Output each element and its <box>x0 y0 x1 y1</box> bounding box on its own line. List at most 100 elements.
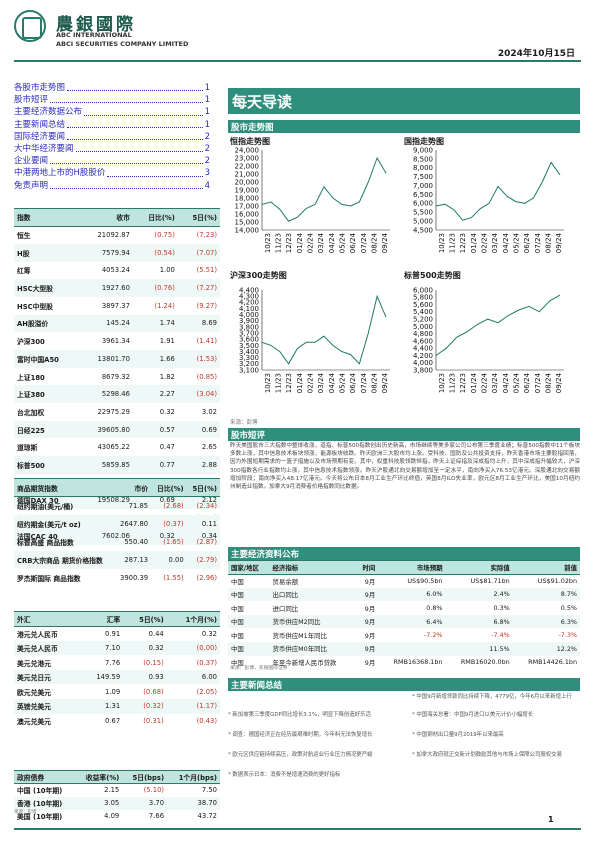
table-cell: 纳斯达克 <box>17 479 45 488</box>
company-logo-icon <box>14 10 46 42</box>
chart-title: 标普500走势图 <box>404 271 461 280</box>
table-header-row: 商品期货指数 市价 日比(%) 5日(%) <box>14 478 220 497</box>
x-tick-label: 06/24 <box>523 372 531 393</box>
table-cell: (0.31) <box>143 716 164 725</box>
table-cell: (0.37) <box>196 658 217 667</box>
table-cell: 1.66 <box>132 350 178 368</box>
page-number: 1 <box>548 815 554 824</box>
chart-title: 国指走势图 <box>404 137 444 146</box>
column-header: 实际值 <box>490 563 510 572</box>
table-cell: 1.00 <box>159 266 175 275</box>
toc-link[interactable]: 各股市走势图 1 <box>14 82 210 94</box>
table-cell: 22975.29 <box>97 407 130 416</box>
toc-link[interactable]: 中港两地上市的H股股价 3 <box>14 167 210 179</box>
table-row: 道琼斯 43065.22 0.47 2.65 <box>14 438 220 456</box>
y-tick-label: 5,200 <box>413 315 433 323</box>
commentary-section-title: 股市短评 <box>228 428 580 441</box>
y-tick-label: 5,000 <box>413 323 433 331</box>
toc-link[interactable]: 主要经济数据公布 1 <box>14 106 210 118</box>
y-tick-label: 4,100 <box>239 305 259 313</box>
news-item: * 欧元区供应链持续高压，政策对航运业行业压力情况更严峻 <box>228 752 373 758</box>
x-tick-label: 03/24 <box>317 232 325 253</box>
x-tick-label: 10/23 <box>438 233 446 253</box>
x-tick-label: 02/24 <box>481 232 489 253</box>
column-header: 汇率 <box>106 615 121 624</box>
toc-link[interactable]: 大中华经济要闻 2 <box>14 143 210 155</box>
y-tick-label: 15,000 <box>235 218 260 226</box>
series-line <box>435 161 561 221</box>
table-cell: 中国 <box>231 658 244 667</box>
x-tick-label: 06/24 <box>349 232 357 253</box>
table-cell: 中国 <box>228 614 270 629</box>
toc-link[interactable]: 股市短评 1 <box>14 94 210 106</box>
table-cell: 12.2% <box>512 642 580 656</box>
x-tick-label: 06/24 <box>349 372 357 393</box>
table-row: 台北加权 22975.29 0.32 3.02 <box>14 403 220 421</box>
y-tick-label: 20,000 <box>235 178 260 186</box>
hsi-chart: 14,000 15,000 16,000 17,000 18,000 19,000 20,0… <box>235 146 390 268</box>
y-tick-label: 18,000 <box>235 194 260 202</box>
table-header-row: 指数 收市 日比(%) 5日(%) <box>14 208 220 227</box>
toc-link[interactable]: 主要新闻总结 1 <box>14 119 210 131</box>
table-cell: 0.5% <box>560 604 577 613</box>
table-row: HSC中型股 3897.37 (1.24) (9.27) <box>14 297 220 315</box>
table-cell: 6.00 <box>166 669 220 685</box>
toc-link[interactable]: 企业要闻 2 <box>14 155 210 167</box>
table-cell: (0.15) <box>143 658 164 667</box>
table-cell: (1.65) <box>163 537 184 546</box>
table-cell: 中国 <box>231 604 244 613</box>
toc-page: 1 <box>204 107 210 118</box>
toc-page: 3 <box>204 168 210 179</box>
table-row: 澳元兑美元 0.67 (0.31) (0.43) <box>14 714 220 729</box>
table-cell: (7.27) <box>177 279 220 297</box>
table-cell: RMB14426.1bn <box>528 658 577 667</box>
x-tick-label: 04/24 <box>328 232 336 253</box>
y-tick-label: 9,000 <box>413 146 433 154</box>
y-tick-label: 4,300 <box>239 293 259 301</box>
table-cell: HSC中型股 <box>17 302 53 311</box>
table-cell: (2.68) <box>163 501 184 510</box>
table-cell: -7.4% <box>491 631 510 640</box>
toc-leader <box>50 94 203 104</box>
table-cell: 0.77 <box>132 456 178 474</box>
line-chart-svg: 4,5005,0005,5006,0006,5007,0007,5008,000… <box>413 146 564 253</box>
table-cell: (5.10) <box>143 786 165 795</box>
column-header: 5日(bps) <box>132 774 165 782</box>
table-cell: 2647.80 <box>113 514 152 533</box>
toc-link[interactable]: 免责声明 4 <box>14 180 210 192</box>
column-header: 日比(%) <box>148 214 175 223</box>
y-tick-label: 24,000 <box>235 146 260 154</box>
y-tick-label: 3,500 <box>239 342 259 350</box>
y-tick-label: 3,700 <box>239 329 259 337</box>
table-cell: 145.24 <box>79 314 133 333</box>
toc-link[interactable]: 国际经济要闻 2 <box>14 131 210 143</box>
y-tick-label: 3,200 <box>239 360 259 368</box>
x-tick-label: 10/23 <box>438 373 446 393</box>
x-tick-label: 09/24 <box>381 372 389 393</box>
table-cell: 9月 <box>355 587 379 602</box>
table-cell: 9月 <box>364 577 376 586</box>
table-cell: 7.10 <box>80 640 124 656</box>
table-cell: 0.87 <box>159 478 175 487</box>
table-cell: 1.09 <box>105 687 121 696</box>
table-cell: 美元兑日元 <box>14 669 81 685</box>
table-cell: (0.75) <box>154 231 175 240</box>
footer-divider <box>14 828 581 830</box>
x-tick-label: 10/23 <box>264 373 272 393</box>
y-tick-label: 17,000 <box>235 202 260 210</box>
y-tick-label: 22,000 <box>235 162 260 170</box>
table-cell: 149.59 <box>80 669 124 685</box>
x-tick-label: 12/23 <box>459 233 467 253</box>
table-cell: 香港 (10年期) <box>14 796 76 810</box>
table-cell: (2.79) <box>186 550 220 569</box>
y-tick-label: 3,600 <box>239 336 259 344</box>
table-row: 中国 出口同比 9月 6.0% 2.4% 8.7% <box>228 587 580 602</box>
column-header: 5日(%) <box>192 484 217 493</box>
table-cell: 38.70 <box>167 796 220 810</box>
index-table: 指数 收市 日比(%) 5日(%) 恒生 21092.87 (0.75) (7.23) H股 75… <box>14 208 220 545</box>
news-item: * 中国钢材出口量9月2019年以来最高 <box>412 732 504 738</box>
toc-leader <box>67 131 203 141</box>
table-row: 美元兑人民币 7.10 0.32 (0.00) <box>14 640 220 656</box>
news-item: * 数据表示日本：消费不是增速消费的更好指标 <box>228 772 341 778</box>
page-banner: 每天导读 <box>228 88 580 114</box>
